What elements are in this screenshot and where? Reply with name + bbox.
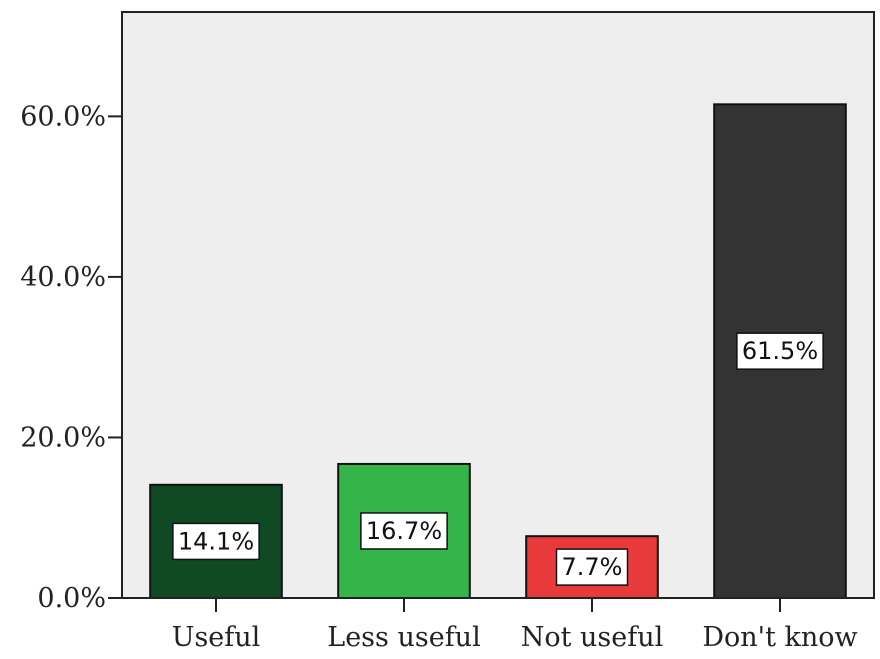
- x-tick-label: Don't know: [702, 622, 857, 653]
- x-tick-label: Less useful: [327, 622, 480, 653]
- data-label-box: [172, 522, 260, 561]
- data-label-text: 7.7%: [562, 553, 623, 581]
- data-label-text: 61.5%: [742, 337, 818, 365]
- x-tick-label: Not useful: [521, 622, 664, 653]
- y-tick-label: 20.0%: [20, 422, 106, 453]
- data-label: 16.7%: [360, 512, 448, 550]
- data-label: 7.7%: [555, 548, 629, 586]
- data-label-text: 16.7%: [366, 517, 442, 545]
- data-label: 61.5%: [736, 332, 824, 370]
- x-tick-label: Useful: [172, 622, 261, 653]
- y-tick-label: 60.0%: [20, 101, 106, 132]
- x-axis-labels: Useful Less useful Not useful Don't know: [172, 598, 858, 653]
- y-axis-ticks: 0.0% 20.0% 40.0% 60.0%: [20, 101, 122, 614]
- data-label: 14.1%: [172, 522, 260, 561]
- y-tick-label: 0.0%: [37, 583, 106, 614]
- data-label-box: [360, 512, 448, 550]
- y-tick-label: 40.0%: [20, 262, 106, 293]
- data-label-box: [736, 332, 824, 370]
- data-label-box: [555, 548, 629, 586]
- data-labels: 14.1% 16.7% 7.7% 61.5%: [172, 332, 824, 586]
- data-label-text: 14.1%: [178, 527, 254, 555]
